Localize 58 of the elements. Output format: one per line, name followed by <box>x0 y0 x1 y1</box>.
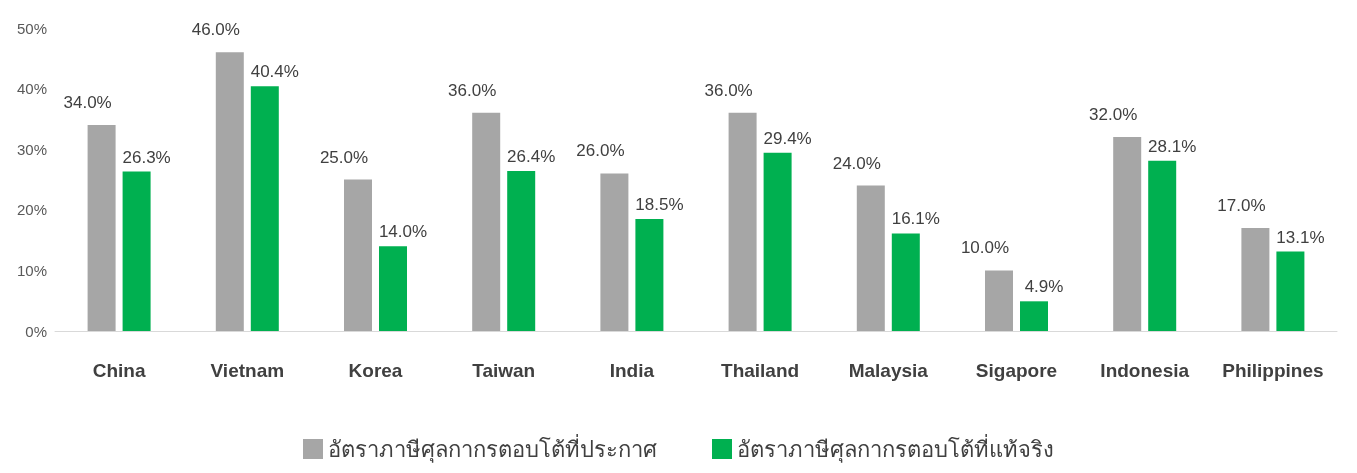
data-label: 25.0% <box>319 147 369 167</box>
bar <box>122 171 151 331</box>
bar <box>635 218 664 331</box>
data-label: 26.4% <box>507 147 556 167</box>
data-label: 40.4% <box>250 62 299 82</box>
bar <box>600 173 629 331</box>
bar <box>1113 137 1142 331</box>
x-tick-label: China <box>92 360 146 381</box>
data-label: 4.9% <box>1024 277 1064 297</box>
x-tick-label: Vietnam <box>210 360 285 381</box>
x-tick-label: Taiwan <box>472 360 536 381</box>
bar <box>472 112 501 331</box>
data-label: 10.0% <box>960 238 1010 258</box>
data-label: 26.0% <box>576 141 625 161</box>
bar <box>1020 301 1048 331</box>
x-tick-label: India <box>609 360 655 381</box>
data-label: 36.0% <box>448 80 497 100</box>
data-label: 32.0% <box>1089 105 1138 125</box>
data-label: 18.5% <box>635 194 684 214</box>
y-tick-label: 10% <box>16 261 47 279</box>
bar <box>763 152 792 331</box>
bar <box>507 171 536 331</box>
bar <box>1241 227 1270 331</box>
data-label: 13.1% <box>1276 227 1325 247</box>
y-tick-label: 0% <box>25 322 47 340</box>
bar <box>985 270 1013 331</box>
y-tick-label: 20% <box>16 201 47 219</box>
bar <box>1276 251 1305 331</box>
legend-label: อัตราภาษีศุลกากรตอบโต้ที่แท้จริง <box>737 433 1054 463</box>
data-label: 26.3% <box>122 147 171 167</box>
legend-label: อัตราภาษีศุลกากรตอบโต้ที่ประกาศ <box>328 433 657 463</box>
x-tick-label: Sigapore <box>975 360 1058 381</box>
bar <box>891 233 920 331</box>
bar <box>344 179 372 331</box>
data-label: 29.4% <box>763 128 812 148</box>
x-tick-label: Philippines <box>1222 360 1324 381</box>
x-tick-label: Indonesia <box>1100 360 1190 381</box>
data-label: 34.0% <box>63 92 112 112</box>
data-label: 16.1% <box>891 209 940 229</box>
data-label: 17.0% <box>1217 195 1266 215</box>
data-label: 28.1% <box>1148 136 1197 156</box>
y-tick-label: 30% <box>16 140 47 158</box>
bar <box>379 246 407 331</box>
bar <box>215 52 244 331</box>
y-tick-label: 40% <box>16 80 47 98</box>
x-tick-label: Malaysia <box>848 360 929 381</box>
bar <box>728 112 757 331</box>
x-tick-label: Thailand <box>721 360 800 381</box>
bar <box>1148 160 1177 331</box>
bar <box>87 124 116 331</box>
data-label: 36.0% <box>704 80 753 100</box>
data-label: 46.0% <box>191 20 240 40</box>
bar <box>250 86 279 331</box>
data-label: 24.0% <box>832 153 881 173</box>
y-tick-label: 50% <box>16 19 47 37</box>
bar <box>856 185 885 331</box>
data-label: 14.0% <box>378 222 428 242</box>
x-tick-label: Korea <box>348 360 403 381</box>
